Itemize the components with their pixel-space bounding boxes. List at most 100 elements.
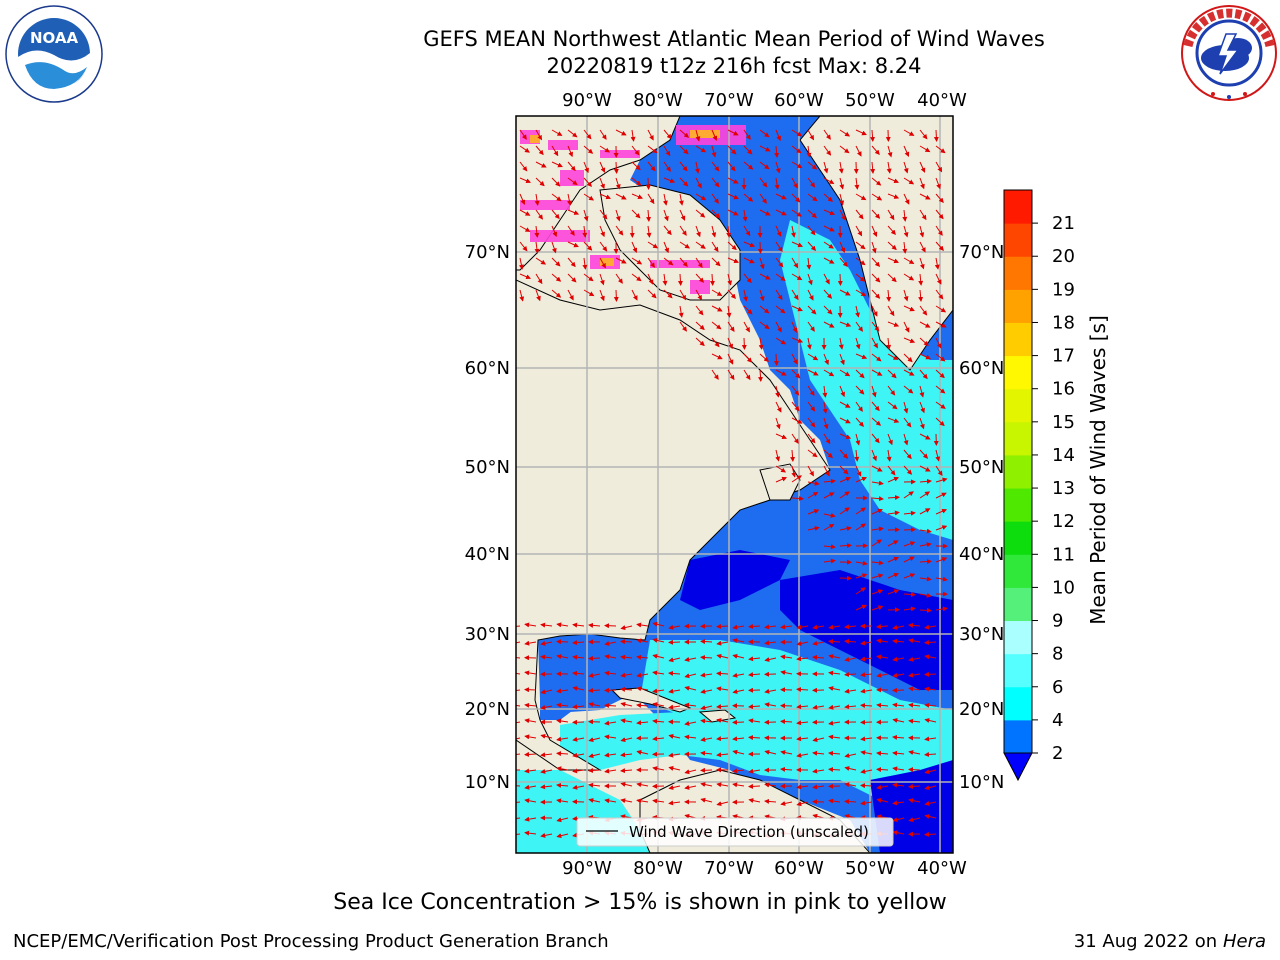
wind-wave-arrow [567,225,575,236]
wind-wave-arrow [695,177,702,189]
wind-wave-arrow [582,225,588,238]
wind-wave-arrow [860,688,873,694]
wind-wave-arrow [775,449,781,462]
wind-wave-arrow [551,177,561,187]
wind-wave-arrow [535,209,543,220]
wind-wave-arrow [828,686,841,691]
wind-wave-arrow [919,305,928,316]
wind-wave-arrow [924,736,937,742]
wind-wave-arrow [518,257,524,270]
wind-wave-arrow [870,161,876,174]
wind-wave-arrow [887,589,900,595]
wind-wave-arrow [775,209,787,216]
wind-wave-arrow [812,624,825,630]
wind-wave-arrow [743,369,751,381]
wind-wave-arrow [599,177,605,190]
wind-wave-arrow [604,654,617,660]
wind-wave-arrow [828,624,841,630]
lat-label: 30°N [959,624,1004,645]
wind-wave-arrow [886,289,892,302]
wind-wave-arrow [823,492,835,499]
wind-wave-arrow [679,241,691,249]
lon-label: 50°W [845,858,895,879]
wind-wave-arrow [823,353,829,366]
wind-wave-arrow [668,800,681,806]
wind-wave-arrow [790,225,796,238]
lat-label: 70°N [465,242,510,263]
wind-wave-arrow [647,145,658,154]
wind-wave-arrow [727,241,737,251]
wind-wave-arrow [855,209,864,220]
wind-wave-arrow [516,689,521,691]
wind-wave-arrow [743,129,751,140]
wind-wave-arrow [524,830,537,836]
wind-wave-arrow [823,161,829,174]
wind-wave-arrow [807,385,815,397]
wind-wave-arrow [791,385,800,396]
wind-wave-arrow [807,417,816,428]
wind-wave-arrow [871,177,882,186]
wind-wave-arrow [567,177,578,186]
wind-wave-arrow [796,752,809,758]
colorbar-tick-label: 16 [1052,379,1075,400]
wind-wave-arrow [604,752,617,758]
wind-wave-arrow [556,702,569,708]
wind-wave-arrow [903,527,916,533]
wind-wave-arrow [935,557,948,563]
wind-wave-arrow [732,624,745,630]
wind-wave-arrow [695,257,703,269]
wind-wave-arrow [908,784,921,790]
wind-wave-arrow [903,161,909,174]
wind-wave-arrow [599,145,611,153]
wind-wave-arrow [535,145,544,156]
wind-wave-arrow [572,640,585,646]
lat-label: 60°N [465,358,510,379]
wind-wave-arrow [567,289,574,301]
wind-wave-arrow [903,129,915,136]
wind-wave-arrow [887,540,899,547]
wind-wave-arrow [908,622,921,628]
wind-wave-arrow [892,702,905,708]
lat-labels-right: 70°N 60°N 50°N 40°N 30°N 20°N 10°N [959,242,1004,793]
wind-wave-arrow [855,225,863,237]
wind-wave-arrow [516,704,521,707]
wind-wave-arrow [540,654,553,660]
lat-label: 50°N [465,457,510,478]
wind-wave-arrow [780,801,793,806]
wind-wave-arrow [583,129,592,140]
wind-wave-arrow [844,704,857,710]
wind-wave-direction-arrows [516,129,948,839]
wind-wave-arrow [812,737,825,743]
wind-wave-arrow [839,321,852,327]
wind-wave-arrow [855,417,864,427]
wind-wave-arrow [775,273,786,281]
wind-wave-arrow [556,833,569,839]
wind-wave-arrow [540,704,553,710]
wind-wave-arrow [791,305,803,312]
wind-wave-arrow [871,337,878,349]
colorbar-tick-label: 13 [1052,478,1075,499]
colorbar-tick-label: 19 [1052,279,1075,300]
wind-wave-arrow [844,656,857,662]
wind-wave-arrow [924,702,937,708]
colorbar-segment [1004,355,1032,390]
wind-wave-arrow [677,273,683,286]
wind-wave-arrow [844,753,857,758]
wind-wave-arrow [860,640,873,646]
wind-wave-arrow [524,687,537,693]
wind-wave-arrow [871,526,884,532]
wind-wave-arrow [871,193,883,201]
wind-wave-arrow [908,817,921,823]
wind-wave-arrow [924,752,937,758]
wind-wave-arrow [732,653,745,659]
wind-wave-arrow [919,592,932,598]
wind-wave-arrow [924,654,937,660]
wind-wave-arrow [886,161,892,174]
wind-wave-arrow [556,688,569,694]
wind-wave-arrow [892,638,905,644]
wind-wave-arrow [663,161,671,172]
wind-wave-arrow [903,257,915,265]
wind-wave-arrow [620,737,633,743]
wind-wave-arrow [887,193,900,199]
